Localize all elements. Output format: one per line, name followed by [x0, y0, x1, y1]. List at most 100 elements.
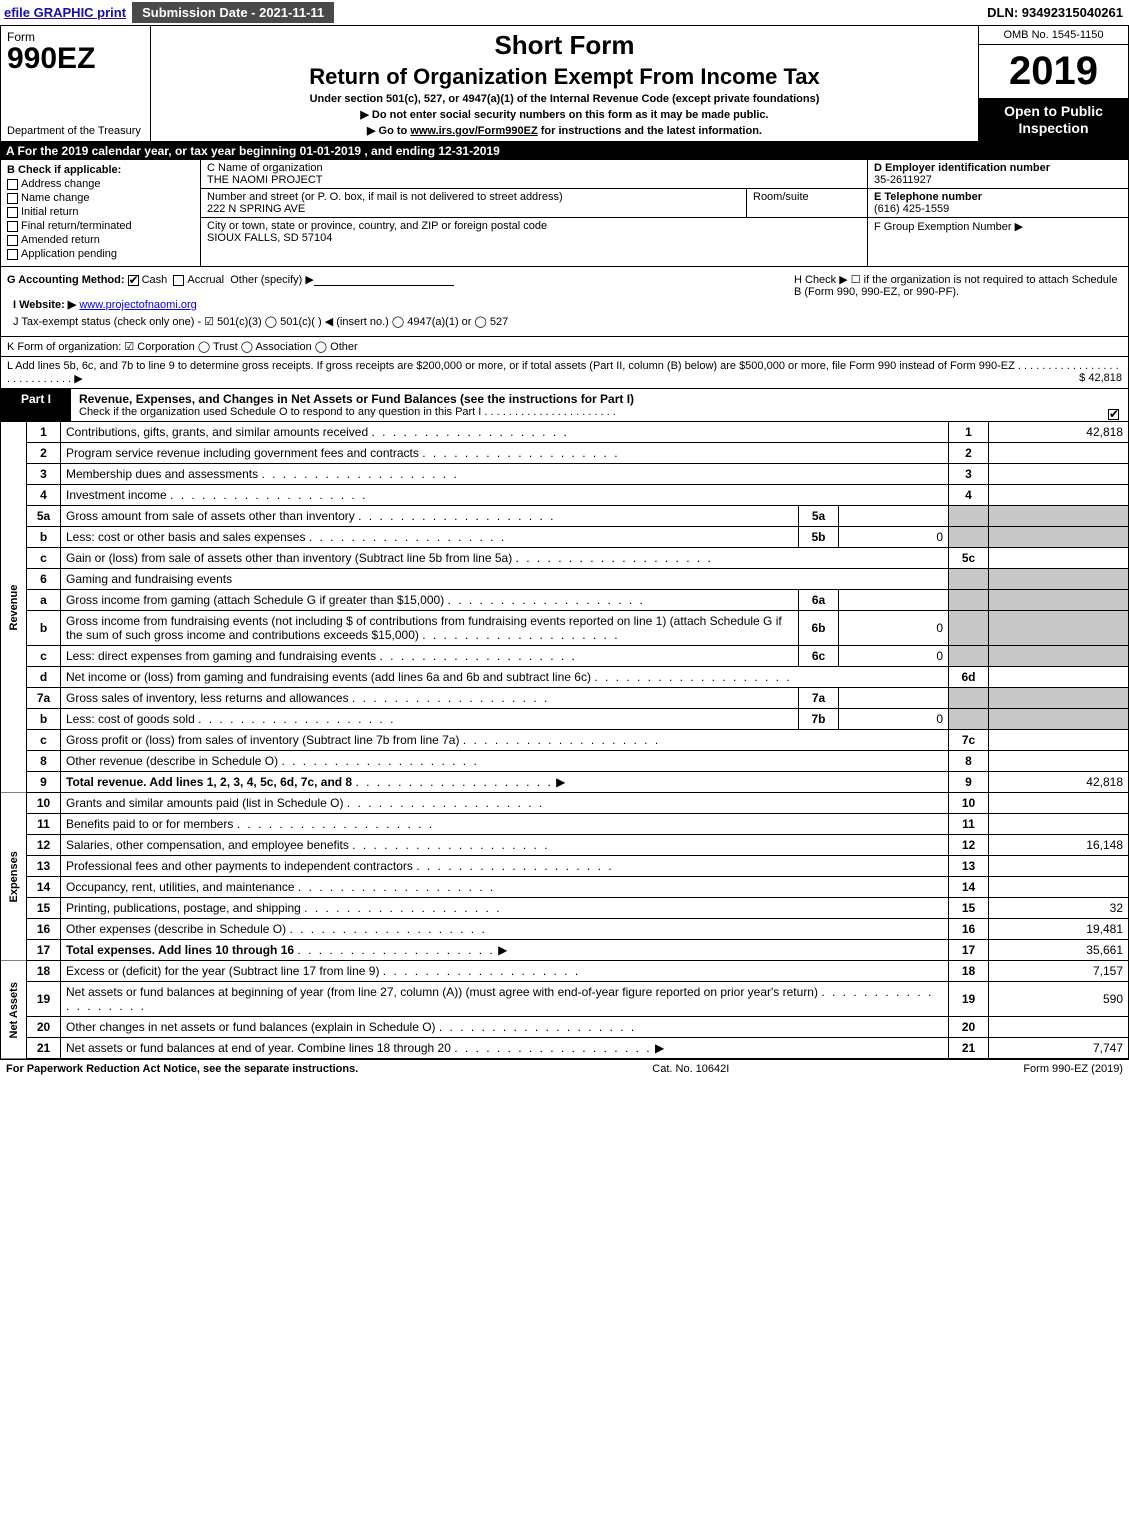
line-amount: [989, 527, 1129, 548]
footer-catno: Cat. No. 10642I: [652, 1063, 729, 1075]
group-exemption-label: F Group Exemption Number ▶: [874, 220, 1122, 233]
line-number: 1: [27, 422, 61, 443]
org-name-label: C Name of organization: [207, 162, 861, 174]
line-desc: Other changes in net assets or fund bala…: [61, 1017, 949, 1038]
cb-amended-return[interactable]: Amended return: [7, 234, 194, 246]
line-numcol: 7c: [949, 730, 989, 751]
street-value: 222 N SPRING AVE: [207, 203, 740, 215]
line-amount: [989, 877, 1129, 898]
line-numcol: 4: [949, 485, 989, 506]
line-amount: 7,157: [989, 961, 1129, 982]
line-desc: Investment income: [61, 485, 949, 506]
line-number: 19: [27, 982, 61, 1017]
tel-value: (616) 425-1559: [874, 203, 1122, 215]
top-bar: efile GRAPHIC print Submission Date - 20…: [0, 0, 1129, 26]
col-c-org: C Name of organization THE NAOMI PROJECT…: [201, 160, 868, 266]
street-label: Number and street (or P. O. box, if mail…: [207, 191, 740, 203]
part1-checkbox[interactable]: [1102, 389, 1128, 421]
expenses-table: Expenses10Grants and similar amounts pai…: [0, 793, 1129, 961]
line-number: 12: [27, 835, 61, 856]
line-number: 6: [27, 569, 61, 590]
line-numcol: 2: [949, 443, 989, 464]
city-value: SIOUX FALLS, SD 57104: [207, 232, 861, 244]
line-number: 15: [27, 898, 61, 919]
other-specify-field[interactable]: [314, 274, 454, 286]
line-number: 16: [27, 919, 61, 940]
line-number: 17: [27, 940, 61, 961]
cb-application-pending[interactable]: Application pending: [7, 248, 194, 260]
line-desc: Less: cost or other basis and sales expe…: [61, 527, 799, 548]
row-g-label: G Accounting Method:: [7, 274, 125, 286]
line-amount: 7,747: [989, 1038, 1129, 1059]
line-desc: Gross income from gaming (attach Schedul…: [61, 590, 799, 611]
line-number: 11: [27, 814, 61, 835]
cb-accrual[interactable]: [173, 275, 184, 286]
line-numcol: 21: [949, 1038, 989, 1059]
line-number: 14: [27, 877, 61, 898]
page-footer: For Paperwork Reduction Act Notice, see …: [0, 1059, 1129, 1078]
cb-final-return[interactable]: Final return/terminated: [7, 220, 194, 232]
line-desc: Other expenses (describe in Schedule O): [61, 919, 949, 940]
line-numcol: [949, 646, 989, 667]
part1-title: Revenue, Expenses, and Changes in Net As…: [79, 392, 634, 406]
line-numcol: [949, 506, 989, 527]
line-desc: Other revenue (describe in Schedule O): [61, 751, 949, 772]
line-amount: [989, 464, 1129, 485]
line-desc: Total expenses. Add lines 10 through 16 …: [61, 940, 949, 961]
row-j-tax-exempt: J Tax-exempt status (check only one) - ☑…: [7, 313, 782, 330]
line-number: 8: [27, 751, 61, 772]
line-numcol: 8: [949, 751, 989, 772]
side-label: Net Assets: [1, 961, 27, 1059]
block-bcd: B Check if applicable: Address change Na…: [0, 160, 1129, 267]
side-label: Revenue: [1, 422, 27, 793]
line-numcol: 13: [949, 856, 989, 877]
line-desc: Net assets or fund balances at beginning…: [61, 982, 949, 1017]
line-desc: Excess or (deficit) for the year (Subtra…: [61, 961, 949, 982]
line-numcol: 19: [949, 982, 989, 1017]
line-amount: [989, 667, 1129, 688]
row-l-amount: $ 42,818: [1079, 372, 1122, 384]
line-numcol: 14: [949, 877, 989, 898]
line-number: 13: [27, 856, 61, 877]
cb-initial-return[interactable]: Initial return: [7, 206, 194, 218]
line-amount: [989, 814, 1129, 835]
sub-line-amount: 0: [839, 611, 949, 646]
line-desc: Gross profit or (loss) from sales of inv…: [61, 730, 949, 751]
line-numcol: 17: [949, 940, 989, 961]
row-g-accounting: G Accounting Method: Cash Accrual Other …: [1, 267, 788, 336]
line-desc: Gross amount from sale of assets other t…: [61, 506, 799, 527]
line-number: 7a: [27, 688, 61, 709]
line-amount: [989, 1017, 1129, 1038]
goto-link[interactable]: www.irs.gov/Form990EZ: [410, 125, 537, 137]
sub-line-number: 5b: [799, 527, 839, 548]
line-numcol: [949, 688, 989, 709]
cb-name-change[interactable]: Name change: [7, 192, 194, 204]
cb-address-change[interactable]: Address change: [7, 178, 194, 190]
line-desc: Gross income from fundraising events (no…: [61, 611, 799, 646]
sub-line-number: 7a: [799, 688, 839, 709]
line-desc: Contributions, gifts, grants, and simila…: [61, 422, 949, 443]
line-number: b: [27, 527, 61, 548]
dept-treasury: Department of the Treasury: [7, 125, 144, 137]
return-title: Return of Organization Exempt From Incom…: [309, 64, 820, 90]
revenue-table: Revenue1Contributions, gifts, grants, an…: [0, 422, 1129, 793]
header-subtitle: Under section 501(c), 527, or 4947(a)(1)…: [310, 93, 820, 105]
sub-line-amount: 0: [839, 527, 949, 548]
line-desc: Program service revenue including govern…: [61, 443, 949, 464]
row-i-label: I Website: ▶: [13, 299, 76, 311]
goto-pre: ▶ Go to: [367, 125, 410, 137]
sub-line-amount: [839, 590, 949, 611]
website-link[interactable]: www.projectofnaomi.org: [79, 299, 196, 311]
header-right: OMB No. 1545-1150 2019 Open to Public In…: [978, 26, 1128, 141]
form-number: 990EZ: [7, 44, 144, 74]
submission-date: Submission Date - 2021-11-11: [132, 2, 334, 23]
col-b-heading: B Check if applicable:: [7, 164, 194, 176]
line-number: 5a: [27, 506, 61, 527]
cb-cash[interactable]: [128, 275, 139, 286]
efile-link[interactable]: efile GRAPHIC print: [4, 5, 126, 20]
line-desc: Grants and similar amounts paid (list in…: [61, 793, 949, 814]
line-numcol: [949, 590, 989, 611]
col-b-checkboxes: B Check if applicable: Address change Na…: [1, 160, 201, 266]
footer-formref: Form 990-EZ (2019): [1023, 1063, 1123, 1075]
line-amount: [989, 709, 1129, 730]
